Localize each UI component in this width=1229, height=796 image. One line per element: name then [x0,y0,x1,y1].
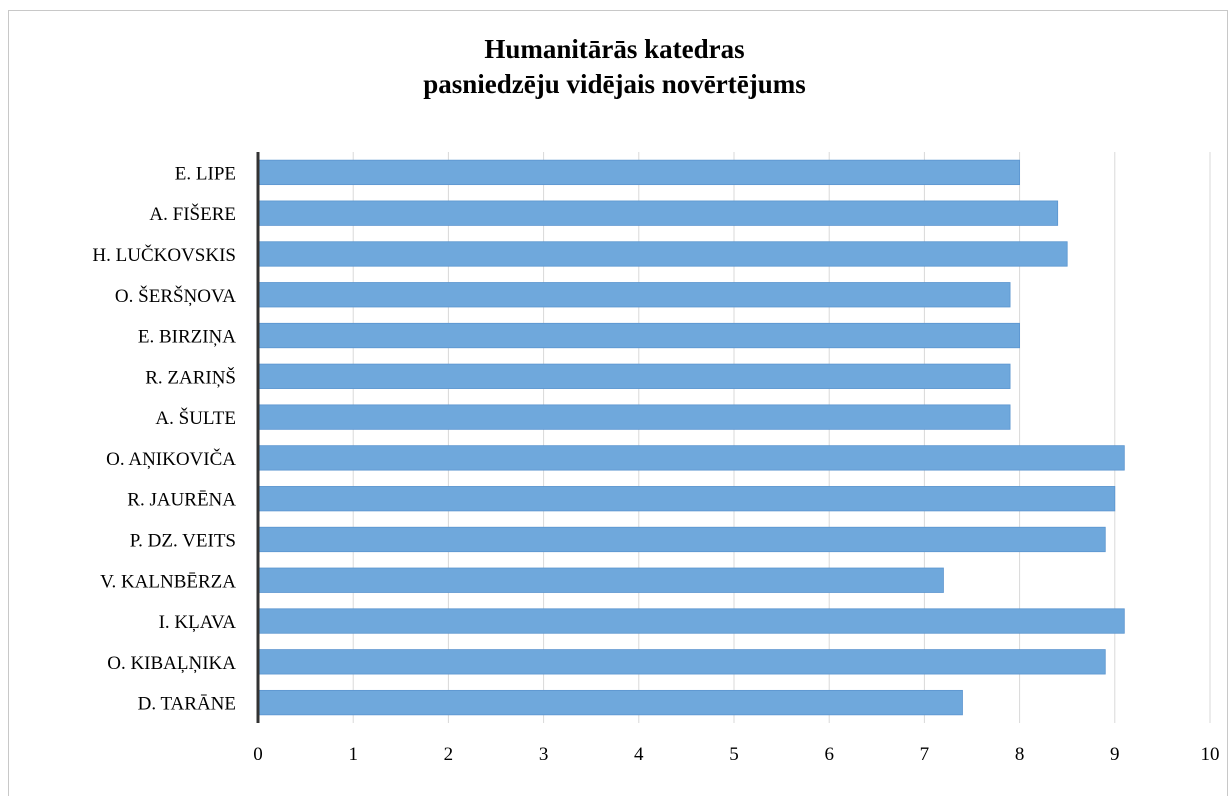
x-tick-label: 6 [824,744,834,765]
x-tick-label: 7 [920,744,930,765]
category-label: I. KĻAVA [159,612,237,633]
category-label: O. ŠERŠŅOVA [115,285,236,307]
category-label: V. KALNBĒRZA [100,571,236,592]
bar [257,649,1106,675]
bar [257,241,1068,267]
category-label: R. ZARIŅŠ [145,366,236,388]
bar [257,322,1020,349]
category-label: H. LUČKOVSKIS [92,244,236,266]
x-tick-label: 4 [634,744,644,765]
bar [257,567,944,593]
bar [257,486,1116,512]
x-tick-label: 2 [444,744,454,765]
bar [257,608,1125,634]
bar [257,445,1125,471]
category-label: A. FIŠERE [149,203,236,225]
bars [257,159,1125,716]
category-label: E. LIPE [175,163,236,184]
x-tick-label: 9 [1110,744,1120,765]
category-label: R. JAURĒNA [127,490,236,511]
category-label: O. AŅIKOVIČA [106,448,236,470]
chart-title-line-2: pasniedzēju vidējais novērtējums [423,69,806,99]
x-tick-label: 3 [539,744,549,765]
x-tick-label: 5 [729,744,739,765]
bar [257,282,1011,308]
category-label: A. ŠULTE [155,407,236,429]
category-label: D. TARĀNE [138,694,236,715]
bar [257,689,963,716]
bar [257,363,1011,389]
bar [257,159,1020,186]
bar [257,200,1059,226]
category-label: P. DZ. VEITS [130,530,236,551]
gridlines [352,152,1211,723]
x-tick-label: 10 [1201,744,1220,765]
bar [257,404,1011,430]
chart-title: Humanitārās katedras pasniedzēju vidējai… [0,32,1229,102]
x-tick-label: 8 [1015,744,1025,765]
bar [257,526,1106,553]
x-tick-label: 1 [348,744,358,765]
tick-labels: 0 1 2 3 4 5 6 7 8 9 10 E. LIPE A. FIŠERE H. LUČKOVSKI… [92,163,1219,765]
category-label: E. BIRZIŅA [138,327,236,348]
category-label: O. KIBAĻŅIKA [107,653,236,674]
chart-title-line-1: Humanitārās katedras [484,34,745,64]
x-tick-label: 0 [253,744,263,765]
